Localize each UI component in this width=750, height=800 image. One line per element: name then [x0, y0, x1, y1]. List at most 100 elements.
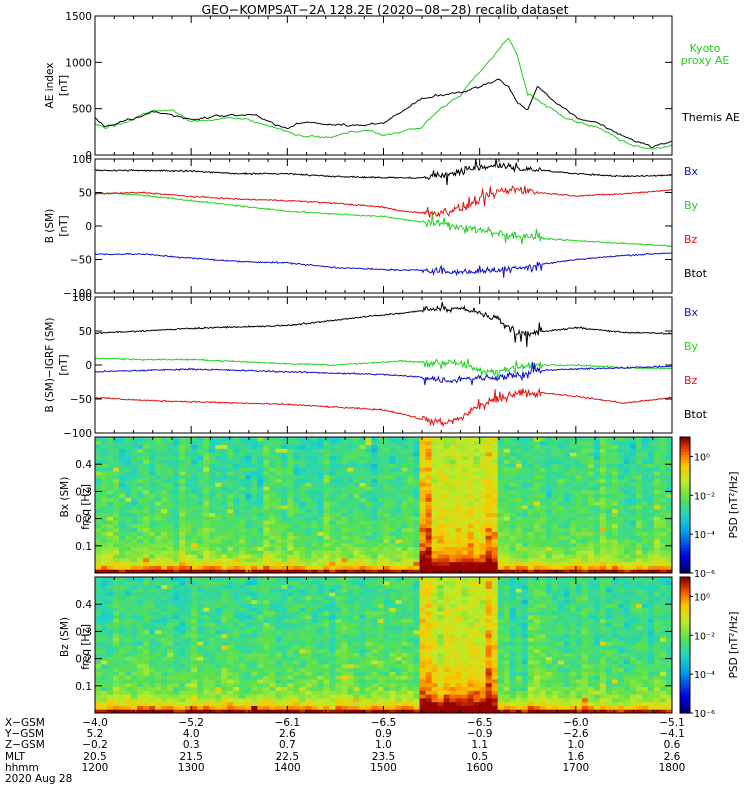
spectrogram-cell — [353, 501, 360, 506]
spectrogram-cell — [173, 629, 180, 635]
spectrogram-cell — [203, 588, 210, 593]
spectrogram-cell — [575, 554, 583, 559]
spectrogram-cell — [323, 508, 330, 514]
spectrogram-cell — [281, 546, 288, 551]
spectrogram-cell — [197, 512, 204, 517]
spectrogram-cell — [155, 489, 162, 495]
spectrogram-cell — [113, 584, 120, 589]
spectrogram-cell — [545, 520, 553, 525]
spectrogram-cell — [263, 452, 270, 457]
spectrogram-cell — [461, 501, 469, 506]
spectrogram-cell — [563, 505, 571, 510]
spectrogram-cell — [203, 611, 210, 616]
spectrogram-cell — [173, 694, 180, 699]
spectrogram-cell — [155, 501, 162, 506]
spectrogram-cell — [233, 679, 240, 684]
spectrogram-cell — [179, 652, 186, 657]
spectrogram-cell — [317, 455, 324, 461]
spectrogram-cell — [239, 539, 246, 544]
spectrogram-cell — [179, 682, 186, 688]
spectrogram-cell — [173, 648, 180, 654]
spectrogram-cell — [101, 455, 108, 461]
spectrogram-cell — [131, 671, 138, 676]
spectrogram-cell — [587, 489, 595, 495]
spectrogram-cell — [263, 539, 270, 544]
spectrogram-cell — [269, 505, 276, 510]
spectrogram-cell — [635, 542, 643, 548]
spectrogram-cell — [119, 607, 126, 612]
spectrogram-cell — [383, 569, 391, 574]
spectrogram-cell — [113, 622, 120, 627]
spectrogram-cell — [371, 535, 378, 540]
spectrogram-cell — [149, 486, 156, 491]
spectrogram-cell — [431, 505, 439, 510]
spectrogram-cell — [149, 493, 156, 498]
spectrogram-cell — [197, 467, 204, 472]
spectrogram-cell — [353, 486, 360, 491]
spectrogram-cell — [107, 697, 114, 703]
spectrogram-cell — [131, 539, 138, 544]
spectrogram-cell — [407, 474, 415, 480]
spectrogram-cell — [539, 463, 547, 468]
spectrogram-cell — [95, 671, 102, 676]
spectrogram-cell — [575, 474, 583, 480]
spectrogram-cell — [245, 527, 252, 532]
spectrogram-cell — [665, 505, 673, 510]
spectrogram-cell — [497, 512, 505, 517]
spectrogram-cell — [119, 694, 126, 699]
spectrogram-cell — [389, 501, 397, 506]
spectrogram-cell — [299, 452, 306, 457]
spectrogram-cell — [503, 471, 511, 476]
spectrogram-cell — [191, 546, 198, 551]
spectrogram-cell — [209, 660, 216, 665]
spectrogram-cell — [653, 557, 661, 563]
spectrogram-cell — [581, 569, 589, 574]
spectrogram-cell — [407, 486, 415, 491]
spectrogram-cell — [329, 535, 336, 540]
colorbar-swatch — [680, 519, 690, 523]
spectrogram-cell — [173, 448, 180, 453]
spectrogram-cell — [263, 565, 270, 570]
spectrogram-cell — [227, 486, 234, 491]
spectrogram-cell — [413, 452, 421, 457]
spectrogram-cell — [125, 527, 132, 532]
spectrogram-cell — [629, 512, 637, 517]
spectrogram-cell — [509, 508, 517, 514]
spectrogram-cell — [227, 463, 234, 468]
spectrogram-cell — [131, 656, 138, 661]
spectrogram-cell — [161, 694, 168, 699]
y-tick-label: 1500 — [65, 11, 92, 23]
spectrogram-cell — [215, 561, 222, 566]
spectrogram-cell — [665, 463, 673, 468]
spectrogram-cell — [467, 520, 475, 525]
spectrogram-cell — [515, 467, 523, 472]
spectrogram-cell — [641, 440, 649, 446]
spectrogram-cell — [143, 516, 150, 521]
spectrogram-cell — [461, 569, 469, 574]
spectrogram-cell — [263, 637, 270, 642]
spectrogram-cell — [113, 595, 120, 601]
spectrogram-cell — [551, 455, 559, 461]
spectrogram-cell — [623, 520, 631, 525]
spectrogram-cell — [533, 550, 541, 555]
spectrogram-cell — [119, 637, 126, 642]
spectrogram-cell — [113, 577, 120, 582]
spectrogram-cell — [449, 527, 457, 532]
spectrogram-cell — [305, 489, 312, 495]
spectrogram-cell — [491, 531, 499, 536]
spectrogram-cell — [143, 652, 150, 657]
spectrogram-cell — [245, 611, 252, 616]
spectrogram-cell — [341, 512, 348, 517]
spectrogram-cell — [617, 448, 625, 453]
spectrogram-cell — [251, 584, 258, 589]
spectrogram-cell — [233, 459, 240, 464]
spectrogram-cell — [95, 557, 102, 563]
spectrogram-cell — [203, 539, 210, 544]
spectrogram-cell — [353, 569, 360, 574]
spectrogram-cell — [113, 489, 120, 495]
spectrogram-cell — [245, 690, 252, 695]
spectrogram-cell — [245, 603, 252, 608]
spectrogram-cell — [161, 603, 168, 608]
spectrogram-cell — [569, 535, 577, 540]
spectrogram-cell — [569, 459, 577, 464]
